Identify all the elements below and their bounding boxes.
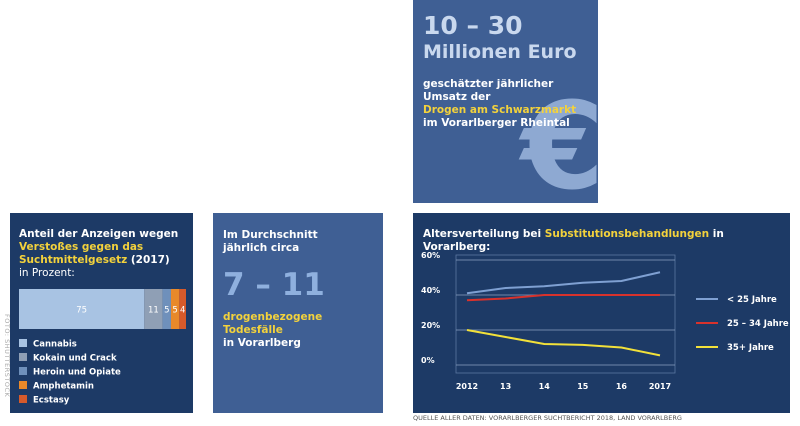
subtitle: in Prozent: <box>19 267 75 279</box>
legend-swatch <box>19 339 27 347</box>
x-tick-label: 2017 <box>649 382 671 391</box>
y-tick-label: 60% <box>421 251 440 260</box>
x-tick-label: 15 <box>577 382 589 391</box>
value-label: 5 <box>172 306 177 316</box>
bar-segment <box>162 289 171 329</box>
x-tick-label: 14 <box>539 382 551 391</box>
title-highlight: Substitutionsbehandlungen <box>544 228 710 240</box>
offence-box: Anteil der Anzeigen wegen Verstoßes gege… <box>10 213 193 413</box>
deaths-text: Im Durchschnitt jährlich circa <box>223 229 318 254</box>
value-label: 4 <box>180 306 185 316</box>
title-highlight: Verstoßes gegen das Suchtmittelgesetz <box>19 241 144 266</box>
deaths-box: Im Durchschnitt jährlich circa 7 – 11 dr… <box>213 213 383 413</box>
legend-label: 25 – 34 Jahre <box>727 319 789 329</box>
revenue-unit: Millionen Euro <box>423 41 577 63</box>
value-label: 75 <box>76 306 87 316</box>
legend-label: Kokain und Crack <box>33 354 117 364</box>
title-prefix: Altersverteilung bei <box>423 228 542 240</box>
bar-segment <box>144 289 163 329</box>
revenue-box: € 10 – 30 Millionen Euro geschätzter jäh… <box>413 0 598 203</box>
y-tick-label: 0% <box>421 356 435 365</box>
title-suffix: in Vorarlberg: <box>423 228 724 253</box>
bar-segment <box>170 289 180 329</box>
revenue-highlight: Drogen am Schwarzmarkt <box>423 104 577 116</box>
value-label: 11 <box>148 306 159 316</box>
age-title: Altersverteilung bei Substitutionsbehand… <box>423 228 780 254</box>
line-chart: 0% 20% 40% 60% 2012 13 14 15 16 2017 < 25 Jahre 25 … <box>421 251 789 391</box>
legend-label: Amphetamin <box>33 382 94 392</box>
deaths-line: in Vorarlberg <box>223 337 301 349</box>
line <box>466 294 660 302</box>
deaths-highlight: drogenbezogene Todesfälle <box>223 311 323 336</box>
legend-swatch <box>19 395 27 403</box>
revenue-line: im Vorarlberger Rheintal <box>423 117 570 129</box>
line <box>466 271 661 295</box>
legend-label: Heroin und Opiate <box>33 368 121 378</box>
euro-symbol: € <box>521 78 598 204</box>
revenue-figure: 10 – 30 <box>423 11 523 40</box>
x-tick-label: 16 <box>616 382 628 391</box>
x-tick-label: 2012 <box>456 382 478 391</box>
legend-label: Ecstasy <box>33 396 70 406</box>
revenue-line: geschätzter jährlicher Umsatz der <box>423 78 554 103</box>
value-label: 5 <box>164 306 169 316</box>
legend-label: 35+ Jahre <box>727 343 774 353</box>
y-tick-label: 20% <box>421 321 440 330</box>
age-box: Altersverteilung bei Substitutionsbehand… <box>413 213 790 413</box>
revenue-text: geschätzter jährlicher Umsatz der Drogen… <box>423 78 588 130</box>
stacked-bar-chart: 75 Cannabis 11 Kokain und Crack 5 Heroin und … <box>19 289 186 406</box>
offence-title: Anteil der Anzeigen wegen Verstoßes gege… <box>19 228 184 280</box>
x-tick-label: 13 <box>500 382 511 391</box>
legend-swatch <box>19 381 27 389</box>
legend-label: < 25 Jahre <box>727 295 777 305</box>
line <box>466 329 661 357</box>
plot-frame <box>455 254 676 374</box>
y-tick-label: 40% <box>421 286 440 295</box>
bar-segment <box>179 289 186 329</box>
legend-swatch <box>19 353 27 361</box>
bar-segment <box>19 289 145 329</box>
deaths-figure: 7 – 11 <box>223 267 325 303</box>
source: QUELLE ALLER DATEN: VORARLBERGER SUCHTBE… <box>413 414 682 422</box>
legend-label: Cannabis <box>33 340 77 350</box>
title-suffix: (2017) <box>130 254 170 266</box>
legend-swatch <box>19 367 27 375</box>
title-line: Anteil der Anzeigen wegen <box>19 228 179 240</box>
